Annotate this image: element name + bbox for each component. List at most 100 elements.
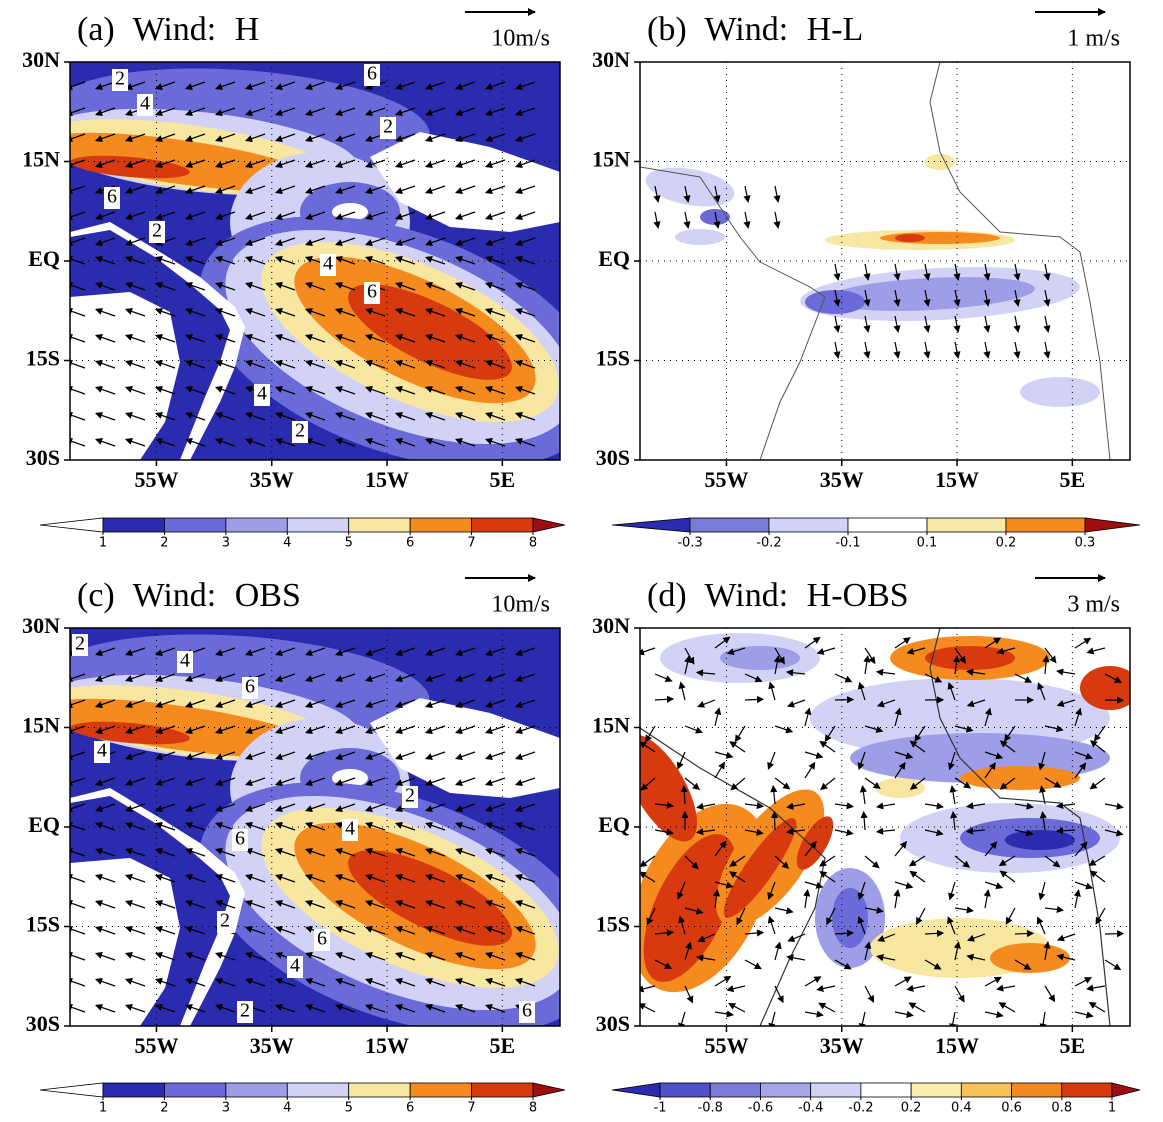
contour-label-box <box>364 64 380 86</box>
wind-arrow <box>274 925 296 935</box>
wind-arrow <box>154 803 176 813</box>
wind-arrow <box>984 751 1004 760</box>
wind-arrow <box>804 881 824 889</box>
wind-arrow <box>645 725 656 743</box>
wind-arrow <box>70 1003 86 1013</box>
contour-label-box <box>217 911 233 933</box>
wind-arrow <box>876 699 896 708</box>
wind-arrow <box>834 673 853 683</box>
colorbar-tick-label: 4 <box>283 1101 291 1116</box>
wind-arrow <box>304 281 326 291</box>
wind-arrow <box>394 821 416 831</box>
contour-label: 2 <box>405 785 415 807</box>
wind-arrow <box>654 695 675 703</box>
wind-arrow <box>364 951 386 961</box>
wind-arrow <box>1039 785 1047 805</box>
wind-arrow <box>214 647 236 657</box>
x-tick-label: 55W <box>704 1033 748 1058</box>
wind-arrow <box>394 873 416 883</box>
wind-arrow <box>214 307 236 317</box>
wind-arrow <box>274 333 296 343</box>
wind-arrow <box>1086 647 1106 655</box>
wind-arrow <box>70 673 86 683</box>
wind-arrow <box>953 289 961 307</box>
wind-arrow <box>124 647 146 657</box>
wind-arrow <box>876 802 896 810</box>
wind-arrow <box>514 385 536 395</box>
wind-arrow <box>94 1003 116 1013</box>
wind-arrow <box>983 341 991 359</box>
colorbar-segment <box>286 1082 350 1098</box>
wind-arrow <box>697 699 716 708</box>
wind-arrow <box>893 341 901 359</box>
wind-arrow <box>70 81 86 91</box>
wind-arrow <box>484 237 506 247</box>
wind-arrow <box>214 185 236 195</box>
wind-arrow <box>94 673 116 683</box>
wind-arrow <box>304 725 326 735</box>
wind-arrow <box>70 951 86 961</box>
wind-arrow <box>244 725 266 735</box>
panel-title: (b) Wind: H-L <box>647 11 863 48</box>
wind-arrow <box>304 81 326 91</box>
wind-arrow <box>94 237 116 247</box>
wind-arrow <box>1044 725 1064 733</box>
wind-arrow <box>714 636 731 649</box>
wind-arrow <box>774 725 794 734</box>
colorbar-segment <box>164 1082 227 1098</box>
wind-arrow <box>364 359 386 369</box>
wind-arrow <box>924 959 942 970</box>
contour-field <box>640 62 1111 460</box>
colorbar-tick-label: 3 <box>222 536 230 551</box>
wind-arrow <box>94 847 116 857</box>
contour-field <box>832 888 868 948</box>
wind-arrow <box>364 803 386 813</box>
wind-arrow <box>954 855 971 868</box>
wind-arrow <box>124 359 146 369</box>
wind-arrow <box>909 870 926 883</box>
wind-arrow <box>70 873 86 883</box>
contour-label: 4 <box>290 955 300 977</box>
wind-arrow <box>334 385 356 395</box>
wind-arrow <box>274 237 296 247</box>
wind-arrow <box>334 925 356 935</box>
y-tick-label: 30N <box>22 613 60 638</box>
wind-arrow <box>304 673 326 683</box>
wind-arrow <box>244 81 266 91</box>
x-tick-label: 55W <box>134 467 178 492</box>
colorbar-segment <box>225 1082 288 1098</box>
wind-arrow <box>304 385 326 395</box>
wind-arrow <box>334 873 356 883</box>
wind-arrow <box>484 133 506 143</box>
colorbar-tick-label: 5 <box>345 1101 353 1116</box>
wind-arrow <box>454 185 476 195</box>
wind-arrow <box>640 1003 656 1013</box>
wind-arrow <box>364 385 386 395</box>
wind-arrow <box>454 133 476 143</box>
wind-arrow <box>424 751 446 761</box>
y-tick-label: 30N <box>592 47 630 72</box>
wind-arrow <box>947 751 956 771</box>
wind-arrow <box>785 669 806 677</box>
wind-arrow <box>94 255 116 265</box>
wind-arrow <box>1044 777 1062 788</box>
wind-arrow <box>244 255 266 265</box>
wind-arrow <box>244 951 266 961</box>
wind-arrow <box>334 107 356 117</box>
wind-arrow <box>1013 315 1021 333</box>
wind-arrow <box>274 81 296 91</box>
wind-arrow <box>334 359 356 369</box>
wind-arrow <box>863 263 871 281</box>
wind-arrow <box>304 133 326 143</box>
wind-arrow <box>804 636 821 649</box>
wind-arrow <box>454 977 476 987</box>
wind-arrow <box>729 741 746 753</box>
wind-arrow <box>274 899 296 909</box>
colorbar-tick-label: 6 <box>406 536 414 551</box>
wind-arrow <box>94 821 116 831</box>
colorbar-tick-label: 5 <box>345 536 353 551</box>
wind-arrow <box>184 951 206 961</box>
wind-arrow <box>334 211 356 221</box>
contour-label-box <box>287 956 303 978</box>
